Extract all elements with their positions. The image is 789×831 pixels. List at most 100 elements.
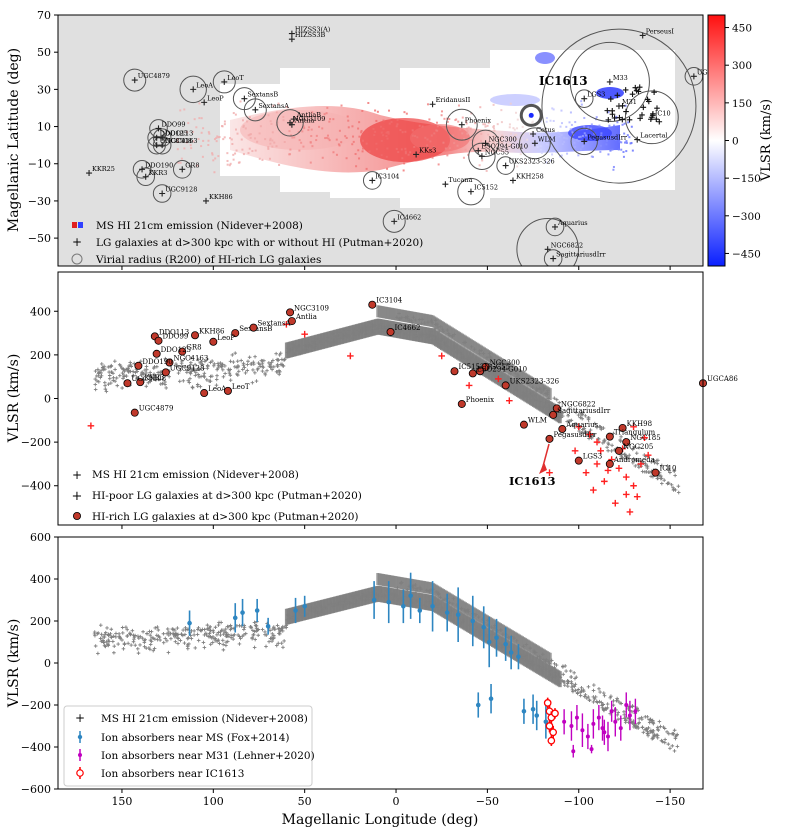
ms-emission-point <box>662 478 666 482</box>
emission-pixel <box>361 139 364 142</box>
ms-emission-point <box>236 363 240 368</box>
emission-pixel <box>401 157 404 160</box>
ms-emission-point <box>644 470 649 474</box>
ms-emission-point <box>670 744 675 748</box>
emission-pixel <box>189 144 192 147</box>
ms-emission-point <box>639 715 644 720</box>
ms-emission-point <box>236 633 240 637</box>
ms-emission-point <box>181 628 185 632</box>
emission-pixel <box>625 141 628 144</box>
ms-secondary-ridge <box>548 388 552 401</box>
ms-emission-point <box>114 631 118 636</box>
emission-pixel <box>583 125 586 128</box>
ms-emission-point <box>102 364 106 369</box>
ms-emission-point <box>103 380 107 385</box>
emission-pixel <box>217 155 220 158</box>
ms-emission-point <box>176 641 180 646</box>
ms-emission-point <box>216 361 220 366</box>
emission-pixel <box>549 159 552 162</box>
emission-pixel <box>385 155 388 158</box>
ms-emission-point <box>566 684 570 689</box>
y-tick-label: 600 <box>30 531 51 544</box>
colorbar-gradient <box>707 14 726 267</box>
m31-satellite-marker <box>623 108 629 115</box>
ms-emission-point <box>630 710 634 714</box>
emission-pixel <box>492 140 495 143</box>
emission-pixel <box>509 132 512 135</box>
virial-radius-circle <box>123 68 147 92</box>
emission-pixel <box>478 164 481 167</box>
emission-pixel <box>571 131 574 134</box>
hi-poor-galaxy-marker <box>586 431 594 438</box>
ms-emission-point <box>93 382 98 387</box>
ms-emission-point <box>148 647 152 652</box>
ms-emission-point <box>196 625 201 630</box>
ms-emission-point <box>136 646 140 651</box>
ms-emission-point <box>615 696 619 701</box>
ms-emission-point <box>562 680 567 684</box>
m31-satellite-marker <box>622 87 629 93</box>
emission-pixel <box>401 131 404 134</box>
ms-emission-point <box>99 371 103 375</box>
ms-emission-point <box>601 441 605 445</box>
emission-pixel <box>291 136 294 139</box>
ms-emission-point <box>186 646 190 651</box>
emission-pixel <box>511 136 514 139</box>
m31-absorber-point <box>605 734 610 739</box>
emission-pixel <box>396 118 399 121</box>
ms-emission-point <box>600 705 605 710</box>
hi-rich-galaxy-marker <box>249 323 258 332</box>
galaxy-marker <box>139 166 146 173</box>
ms-emission-point <box>218 633 223 637</box>
ms-emission-point <box>569 675 573 679</box>
ms-emission-point <box>277 631 281 636</box>
virial-radius-circle <box>543 249 563 266</box>
galaxy-marker <box>478 153 485 160</box>
ms-emission-point <box>98 636 103 641</box>
ms-emission-point <box>225 624 230 629</box>
emission-pixel <box>416 136 419 139</box>
emission-pixel <box>513 128 516 131</box>
emission-pixel <box>276 121 279 124</box>
ms-emission-point <box>648 717 653 722</box>
ms-emission-point <box>158 370 163 375</box>
emission-pixel <box>267 146 270 149</box>
emission-pixel <box>327 137 330 140</box>
emission-pixel <box>357 127 360 130</box>
hi-rich-galaxy-marker <box>481 362 490 371</box>
emission-pixel <box>485 169 488 172</box>
hi-rich-galaxy-marker <box>450 367 459 376</box>
emission-pixel <box>497 137 500 140</box>
hi-rich-galaxy-label: UGCA86 <box>707 375 738 383</box>
ms-emission-point <box>199 374 203 379</box>
ms-absorber-point <box>187 620 192 626</box>
emission-pixel <box>575 138 578 141</box>
mid-ic1613-label: IC1613 <box>509 474 556 488</box>
ms-emission-point <box>212 637 216 641</box>
ms-emission-point <box>117 362 122 367</box>
galaxy-label: Cetus <box>536 126 555 134</box>
hi-rich-galaxy-label: DDO99 <box>162 333 188 341</box>
hi-rich-galaxies: NGC3109AntliaIC3104IC4662SextansBSextans… <box>123 297 738 477</box>
hi-poor-galaxy-marker <box>633 493 641 500</box>
emission-pixel <box>493 141 496 144</box>
m31-satellite-marker <box>614 92 621 99</box>
emission-pixel <box>440 114 443 117</box>
top-legend-entry-3: Virial radius (R200) of HI-rich LG galax… <box>95 254 321 266</box>
ms-absorber-point <box>240 610 245 615</box>
emission-pixel <box>229 137 232 140</box>
emission-pixel <box>358 135 361 138</box>
emission-pixel <box>590 123 593 126</box>
m31-absorber-point <box>602 730 607 735</box>
ms-emission-point <box>596 436 600 441</box>
emission-pixel <box>484 123 487 126</box>
ms-emission-point <box>180 364 184 369</box>
galaxy-label: KKR25 <box>92 165 115 173</box>
emission-pixel <box>282 115 285 118</box>
ms-emission-point <box>95 379 99 383</box>
ms-emission-point <box>125 367 129 372</box>
ic1613-dot <box>528 112 534 118</box>
emission-pixel <box>441 110 444 113</box>
emission-pixel <box>273 141 276 144</box>
ms-emission-point <box>622 452 627 457</box>
